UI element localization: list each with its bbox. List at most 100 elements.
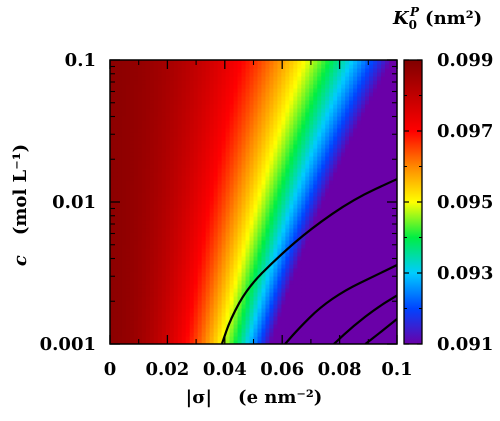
heatmap-cell <box>161 76 167 81</box>
heatmap-cell <box>273 208 279 213</box>
heatmap-cell <box>145 252 151 257</box>
heatmap-cell <box>189 336 195 341</box>
heatmap-cell <box>181 172 187 177</box>
heatmap-cell <box>225 100 231 105</box>
heatmap-cell <box>325 200 330 205</box>
heatmap-cell <box>137 240 143 245</box>
heatmap-cell <box>221 164 227 169</box>
heatmap-cell <box>249 100 255 105</box>
heatmap-cell <box>373 232 378 237</box>
heatmap-cell <box>110 220 115 225</box>
heatmap-cell <box>169 160 175 165</box>
heatmap-cell <box>157 204 163 209</box>
heatmap-cell <box>373 284 378 289</box>
heatmap-cell <box>193 316 199 321</box>
heatmap-cell <box>193 260 199 265</box>
heatmap-cell <box>309 316 314 321</box>
heatmap-cell <box>237 296 243 301</box>
heatmap-cell <box>245 120 251 125</box>
heatmap-cell <box>217 256 223 261</box>
heatmap-cell <box>345 136 350 141</box>
heatmap-cell <box>141 268 147 273</box>
heatmap-cell <box>285 228 290 233</box>
heatmap-cell <box>361 152 366 157</box>
heatmap-cell <box>281 328 286 333</box>
heatmap-cell <box>277 244 283 249</box>
heatmap-cell <box>349 156 354 161</box>
heatmap-cell <box>189 260 195 265</box>
heatmap-cell <box>373 116 378 121</box>
heatmap-cell <box>169 100 175 105</box>
heatmap-cell <box>121 100 127 105</box>
heatmap-cell <box>125 160 131 165</box>
heatmap-cell <box>377 136 382 141</box>
heatmap-cell <box>337 324 342 329</box>
heatmap-cell <box>301 96 306 101</box>
heatmap-cell <box>121 288 127 293</box>
heatmap-cell <box>313 260 318 265</box>
heatmap-cell <box>213 156 219 161</box>
heatmap-cell <box>241 276 247 281</box>
heatmap-cell <box>301 212 306 217</box>
heatmap-cell <box>241 160 247 165</box>
heatmap-cell <box>237 200 243 205</box>
heatmap-cell <box>205 240 211 245</box>
heatmap-cell <box>305 68 310 73</box>
heatmap-cell <box>357 120 362 125</box>
heatmap-cell <box>137 328 143 333</box>
heatmap-cell <box>293 320 298 325</box>
heatmap-cell <box>377 164 382 169</box>
heatmap-cell <box>353 132 358 137</box>
heatmap-cell <box>317 84 322 89</box>
heatmap-cell <box>265 208 271 213</box>
heatmap-cell <box>285 212 290 217</box>
heatmap-cell <box>373 324 378 329</box>
heatmap-cell <box>125 100 131 105</box>
heatmap-cell <box>181 300 187 305</box>
heatmap-cell <box>165 332 171 337</box>
heatmap-cell <box>225 308 231 313</box>
heatmap-cell <box>257 112 263 117</box>
heatmap-cell <box>337 108 342 113</box>
heatmap-cell <box>233 200 239 205</box>
heatmap-cell <box>381 104 386 109</box>
heatmap-cell <box>325 84 330 89</box>
heatmap-cell <box>245 340 251 344</box>
heatmap-cell <box>257 248 263 253</box>
heatmap-cell <box>117 216 123 221</box>
heatmap-cell <box>133 80 139 85</box>
heatmap-cell <box>185 200 191 205</box>
heatmap-cell <box>241 60 247 65</box>
heatmap-cell <box>133 324 139 329</box>
heatmap-cell <box>157 316 163 321</box>
heatmap-cell <box>121 116 127 121</box>
heatmap-cell <box>241 132 247 137</box>
heatmap-cell <box>333 260 338 265</box>
heatmap-cell <box>205 288 211 293</box>
heatmap-cell <box>161 144 167 149</box>
heatmap-cell <box>129 108 135 113</box>
heatmap-cell <box>349 168 354 173</box>
heatmap-cell <box>185 164 191 169</box>
heatmap-cell <box>381 320 386 325</box>
heatmap-cell <box>341 76 346 81</box>
heatmap-cell <box>241 296 247 301</box>
heatmap-cell <box>277 100 283 105</box>
heatmap-cell <box>129 324 135 329</box>
heatmap-cell <box>217 212 223 217</box>
heatmap-cell <box>205 116 211 121</box>
heatmap-cell <box>209 184 215 189</box>
heatmap-cell <box>113 248 119 253</box>
heatmap-cell <box>289 268 294 273</box>
heatmap-cell <box>345 144 350 149</box>
heatmap-cell <box>177 176 183 181</box>
heatmap-cell <box>337 128 342 133</box>
heatmap-cell <box>361 336 366 341</box>
heatmap-cell <box>133 180 139 185</box>
heatmap-cell <box>377 192 382 197</box>
heatmap-cell <box>117 288 123 293</box>
heatmap-cell <box>205 220 211 225</box>
heatmap-cell <box>301 200 306 205</box>
heatmap-cell <box>241 272 247 277</box>
heatmap-cell <box>129 168 135 173</box>
